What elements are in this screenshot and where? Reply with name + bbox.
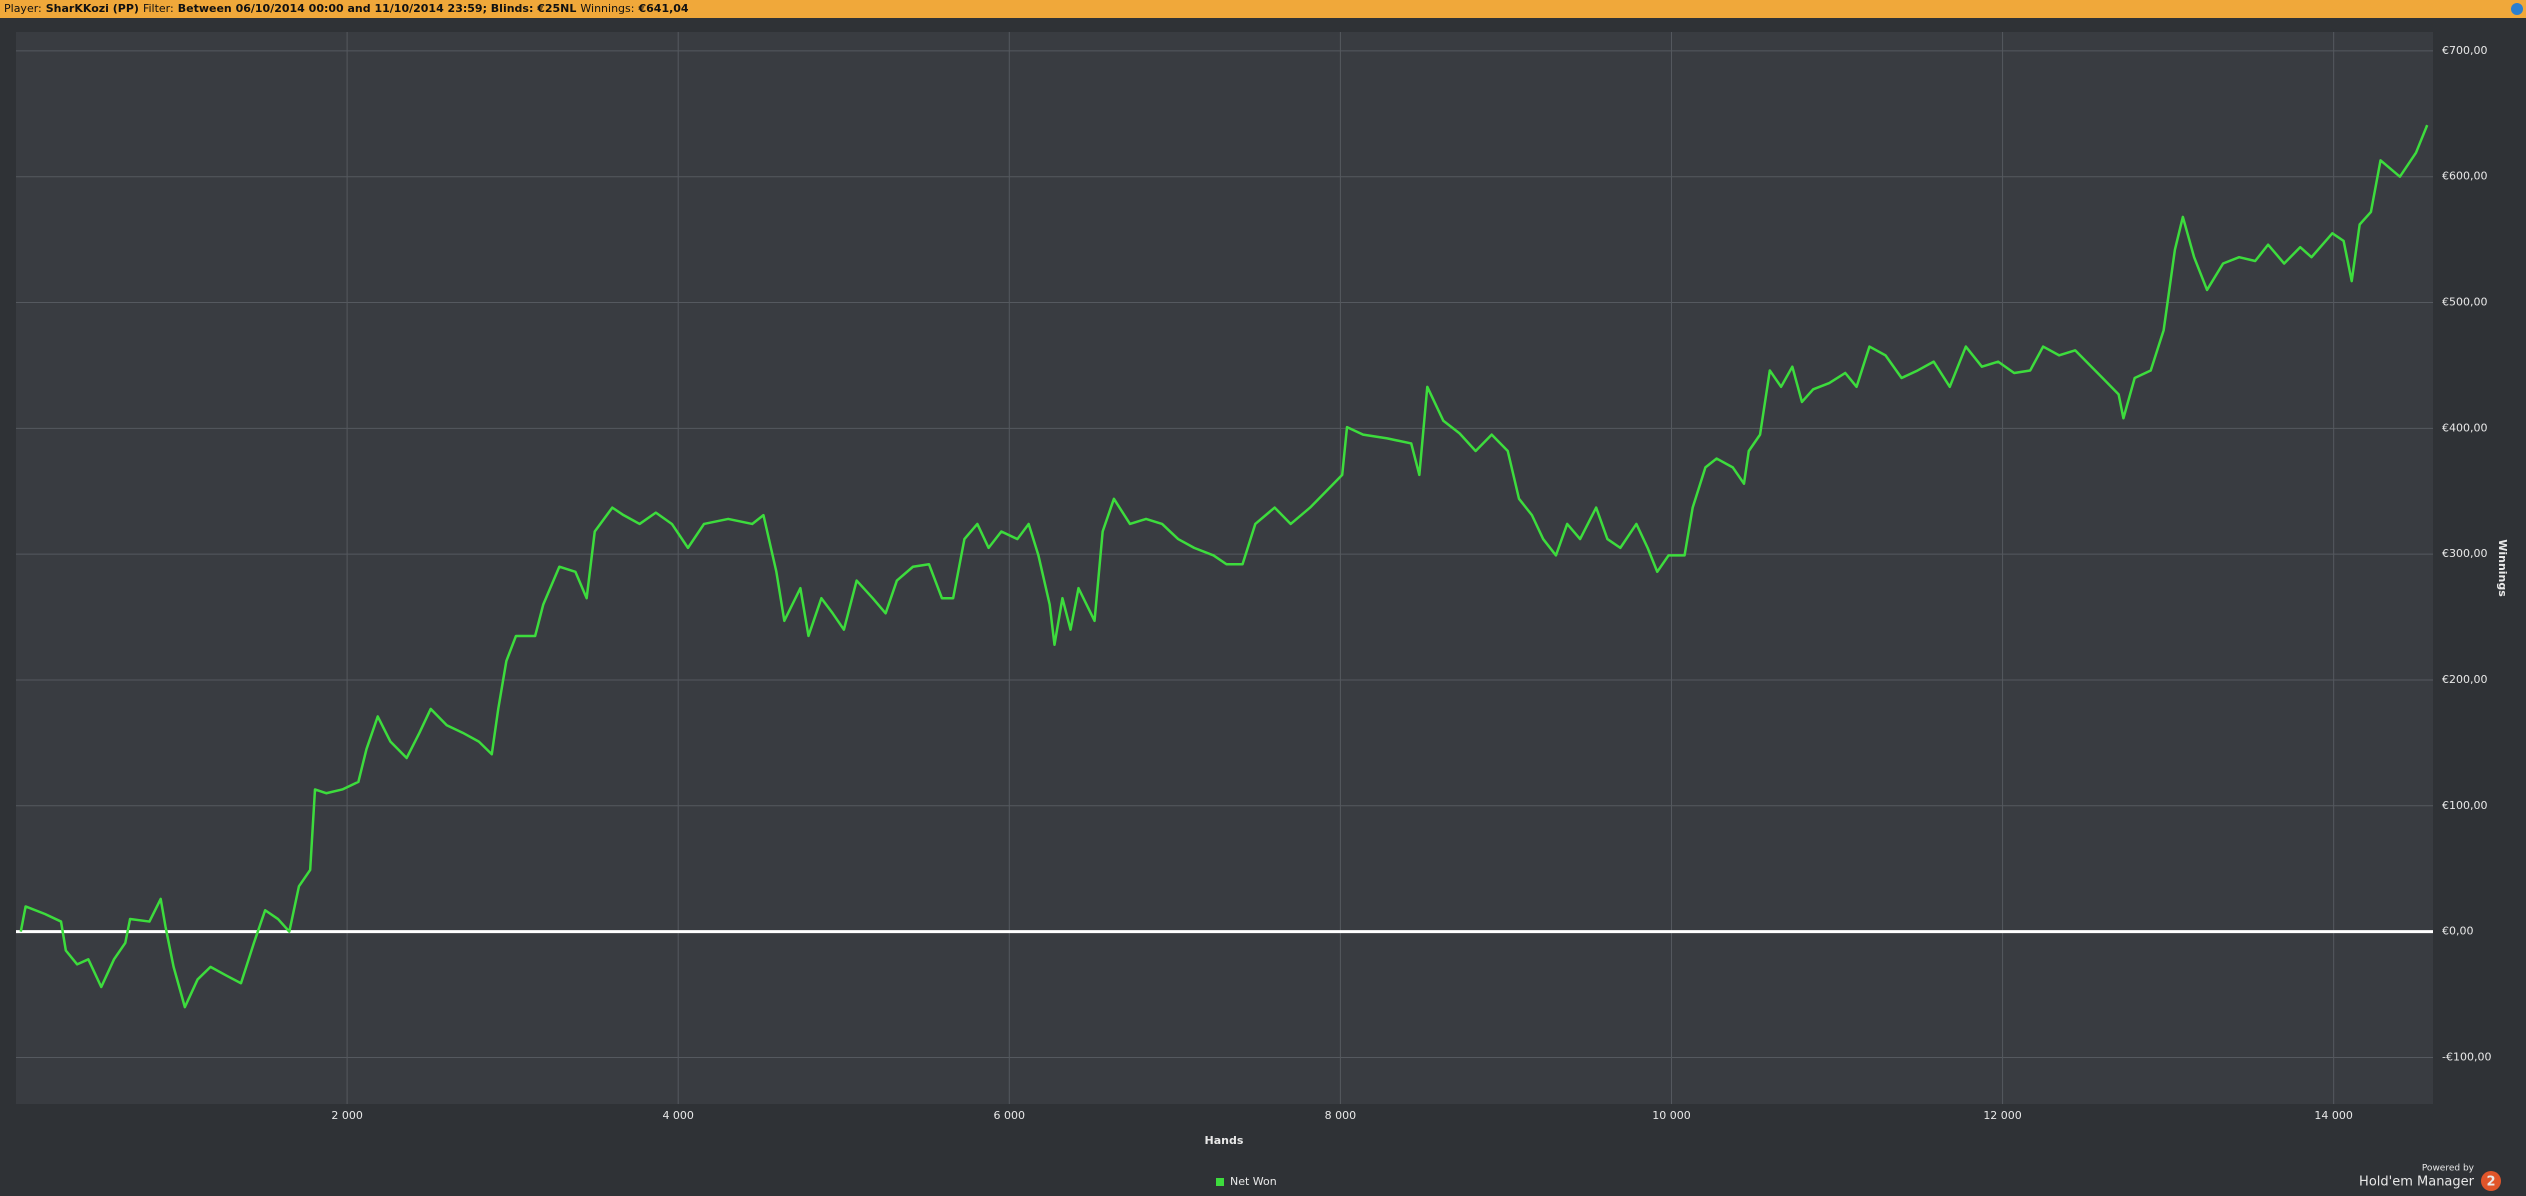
x-tick-label: 14 000 [2314,1109,2353,1122]
header-bar: Player: SharKKozi (PP) Filter: Between 06/1… [0,0,2526,18]
y-tick-label: €700,00 [2442,44,2488,57]
y-tick-label: €300,00 [2442,547,2488,560]
x-tick-label: 8 000 [1325,1109,1357,1122]
x-tick-label: 6 000 [994,1109,1026,1122]
chart: Hands Winnings Powered by Hold'em Manage… [16,32,2509,1191]
y-tick-label: €600,00 [2442,170,2488,183]
y-tick-label: €100,00 [2442,799,2488,812]
info-icon[interactable] [2511,3,2523,15]
y-tick-label: €500,00 [2442,296,2488,309]
x-axis-title: Hands [1205,1134,1244,1147]
brand-logo [2481,1171,2501,1191]
plot-area [16,32,2433,1104]
legend-label: Net Won [1230,1175,1277,1188]
series-line [19,124,2429,1009]
header-label: Filter: [142,2,174,15]
header-label: Player: [4,2,42,15]
header-label: Winnings: [580,2,635,15]
header-value: €641,04 [638,2,689,15]
y-tick-label: €200,00 [2442,673,2488,686]
y-tick-label: -€100,00 [2442,1050,2491,1063]
header-value: Between 06/10/2014 00:00 and 11/10/2014 … [177,2,577,15]
x-tick-label: 2 000 [331,1109,363,1122]
y-tick-label: €400,00 [2442,421,2488,434]
brand-version: 2 [2486,1175,2495,1190]
x-tick-label: 4 000 [662,1109,694,1122]
y-tick-label: €0,00 [2442,925,2474,938]
x-tick-label: 12 000 [1983,1109,2022,1122]
brand-product: Hold'em Manager [2359,1175,2475,1190]
grid [16,32,2433,1104]
header-value: SharKKozi (PP) [45,2,139,15]
brand-powered: Powered by [2422,1164,2475,1174]
x-tick-label: 10 000 [1652,1109,1691,1122]
legend-swatch [1216,1178,1224,1186]
y-axis-title: Winnings [2496,539,2509,597]
